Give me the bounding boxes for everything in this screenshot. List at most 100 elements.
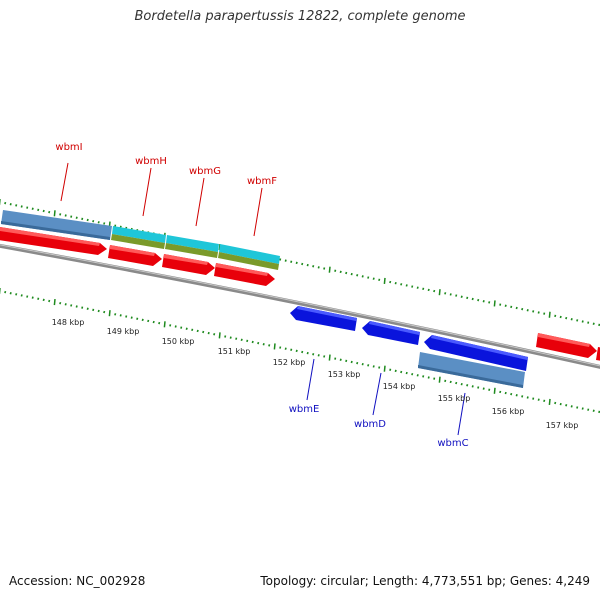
gene-label-wbmI: wbmI: [55, 142, 82, 153]
inner-major-tick: [53, 299, 56, 306]
gene-reverse-3[interactable]: [424, 335, 528, 371]
outer-minor-tick: [26, 206, 29, 209]
outer-major-tick: [548, 311, 551, 318]
gene-forward-4[interactable]: [214, 263, 275, 286]
outer-minor-tick: [537, 311, 540, 314]
outer-minor-tick: [284, 259, 287, 262]
inner-minor-tick: [378, 366, 381, 369]
outer-minor-tick: [592, 322, 595, 325]
gene-reverse-2[interactable]: [362, 321, 420, 345]
outer-minor-tick: [587, 321, 590, 324]
outer-minor-tick: [20, 205, 23, 208]
inner-minor-tick: [482, 387, 485, 390]
inner-minor-tick: [312, 352, 315, 356]
inner-minor-tick: [9, 291, 12, 295]
inner-minor-tick: [81, 306, 84, 309]
inner-minor-tick: [411, 372, 414, 376]
inner-minor-tick: [15, 293, 18, 296]
gene-label-wbmC: wbmC: [437, 438, 468, 449]
inner-minor-tick: [141, 318, 144, 322]
inner-minor-tick: [251, 340, 254, 344]
inner-minor-tick: [152, 320, 155, 324]
inner-major-tick: [218, 332, 221, 339]
map-title: Bordetella parapertussis 12822, complete…: [134, 9, 466, 24]
inner-minor-tick: [587, 408, 590, 411]
inner-minor-tick: [86, 307, 89, 310]
inner-minor-tick: [444, 379, 447, 383]
inner-minor-tick: [180, 326, 183, 329]
inner-minor-tick: [405, 371, 408, 375]
outer-minor-tick: [295, 261, 298, 265]
outer-minor-tick: [521, 307, 524, 311]
inner-minor-tick: [554, 401, 557, 405]
inner-minor-tick: [207, 331, 210, 335]
inner-minor-tick: [268, 344, 271, 347]
gene-label-wbmH: wbmH: [135, 156, 167, 167]
outer-minor-tick: [361, 275, 364, 278]
inner-major-tick: [438, 376, 441, 383]
outer-minor-tick: [378, 278, 381, 282]
outer-minor-tick: [581, 320, 584, 323]
feature-cyan-1[interactable]: [111, 226, 166, 249]
outer-minor-tick: [42, 209, 45, 213]
inner-minor-tick: [416, 374, 419, 377]
inner-minor-tick: [521, 395, 524, 398]
scale-label-154: 154 kbp: [383, 382, 416, 391]
inner-minor-tick: [202, 330, 205, 334]
inner-minor-tick: [422, 375, 425, 378]
inner-minor-tick: [191, 328, 194, 332]
inner-minor-tick: [279, 346, 282, 349]
leader-wbmH: [142, 167, 152, 217]
inner-minor-tick: [306, 351, 309, 355]
gene-forward-6[interactable]: [596, 347, 600, 362]
gene-forward-1[interactable]: [0, 227, 107, 255]
inner-minor-tick: [42, 298, 45, 302]
gene-reverse-1[interactable]: [290, 306, 357, 331]
inner-minor-tick: [158, 321, 161, 325]
inner-minor-tick: [169, 324, 172, 327]
inner-major-tick: [383, 365, 386, 372]
inner-minor-tick: [394, 369, 397, 373]
outer-minor-tick: [471, 297, 474, 301]
genome-backbone-highlight: [0, 244, 600, 367]
gene-forward-5[interactable]: [536, 333, 597, 358]
inner-minor-tick: [543, 399, 546, 403]
inner-minor-tick: [290, 348, 293, 352]
feature-steelblue-2[interactable]: [418, 352, 525, 388]
scale-label-150: 150 kbp: [162, 337, 195, 346]
outer-minor-tick: [444, 292, 447, 295]
inner-minor-tick: [367, 364, 370, 367]
leader-wbmI: [60, 162, 69, 202]
inner-minor-tick: [174, 325, 177, 328]
outer-minor-tick: [339, 270, 342, 274]
inner-minor-tick: [323, 355, 326, 358]
feature-steelblue-1[interactable]: [1, 210, 112, 240]
gene-forward-3[interactable]: [162, 254, 215, 275]
outer-minor-tick: [31, 207, 34, 210]
inner-minor-tick: [147, 319, 150, 323]
outer-minor-tick: [306, 263, 309, 267]
outer-minor-tick: [59, 213, 62, 216]
inner-minor-tick: [477, 386, 480, 389]
scale-label-151: 151 kbp: [218, 347, 251, 356]
inner-minor-tick: [532, 397, 535, 400]
inner-major-tick: [493, 387, 496, 394]
inner-minor-tick: [48, 299, 51, 303]
outer-minor-tick: [400, 283, 403, 286]
inner-minor-tick: [598, 410, 600, 414]
inner-minor-tick: [240, 338, 243, 342]
outer-minor-tick: [345, 271, 348, 275]
outer-minor-tick: [427, 288, 430, 292]
outer-minor-tick: [504, 304, 507, 307]
outer-minor-tick: [554, 314, 557, 318]
scale-label-148: 148 kbp: [52, 318, 85, 327]
inner-minor-tick: [301, 350, 304, 354]
feature-cyan-3[interactable]: [218, 244, 280, 270]
inner-major-tick: [328, 354, 331, 361]
inner-minor-tick: [262, 343, 265, 346]
inner-minor-tick: [339, 358, 342, 361]
gene-forward-2[interactable]: [108, 245, 162, 266]
outer-minor-tick: [81, 217, 84, 221]
feature-cyan-2[interactable]: [165, 235, 219, 258]
